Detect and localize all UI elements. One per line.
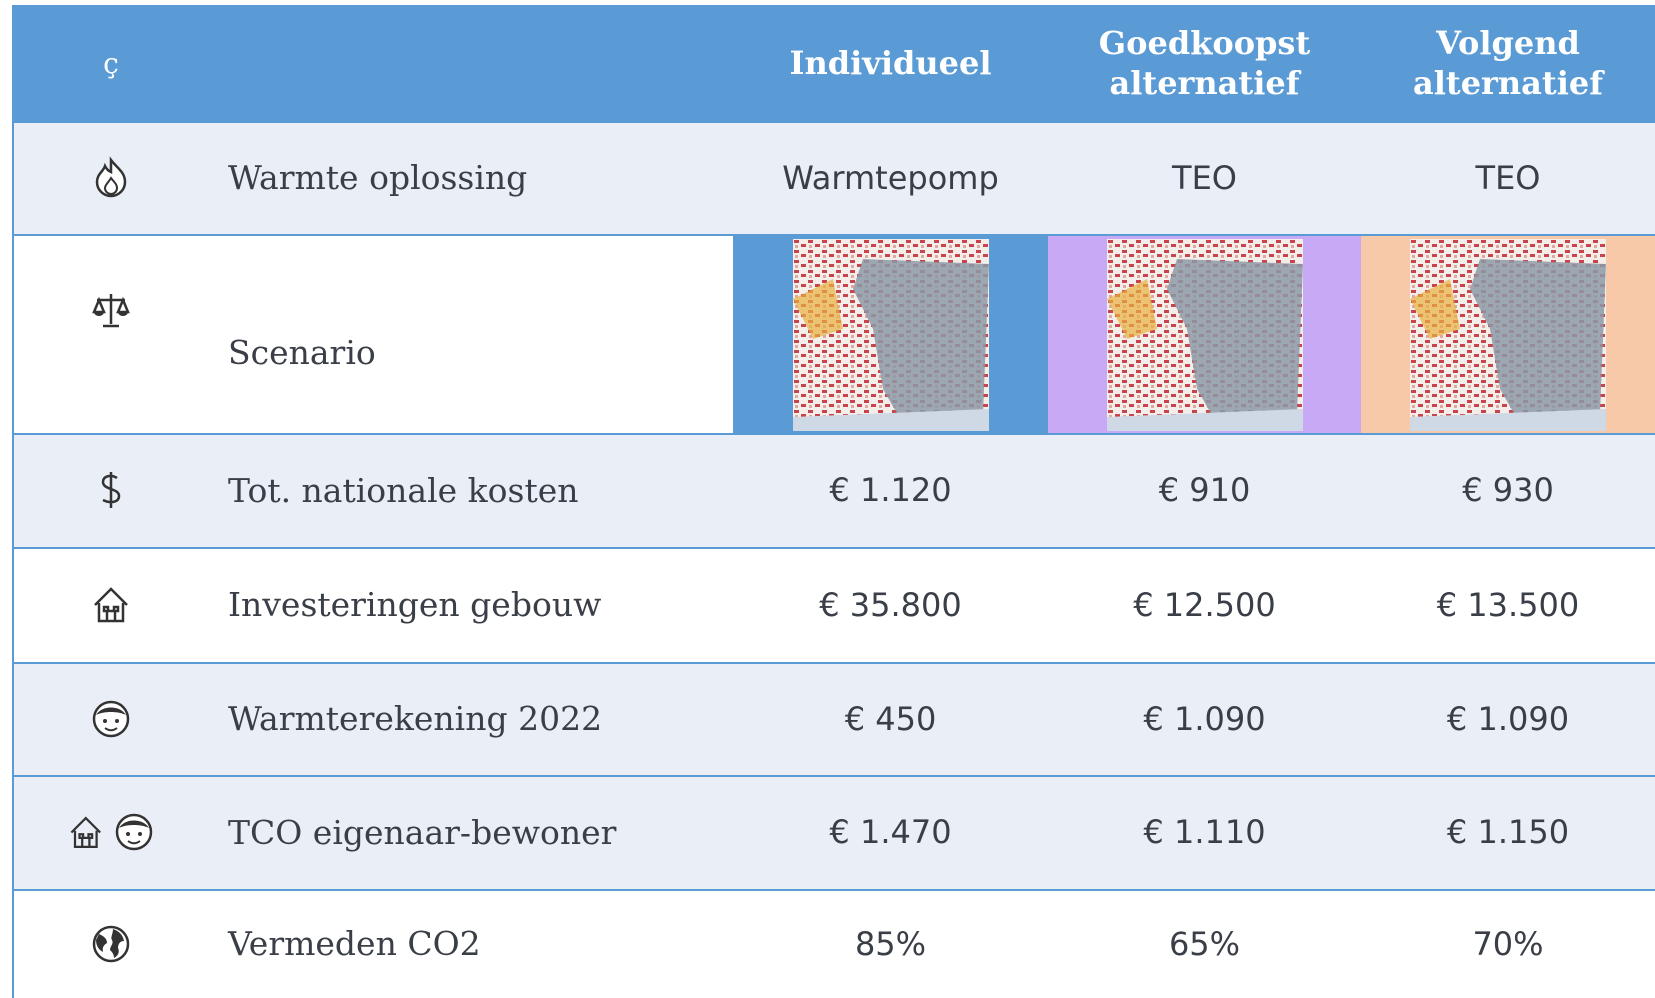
row-label: Warmte oplossing <box>228 121 527 234</box>
row-label: TCO eigenaar-bewoner <box>228 775 616 889</box>
column-header: Volgend alternatief <box>1381 5 1635 121</box>
row-icon <box>66 810 158 859</box>
scenario-map <box>733 236 1048 433</box>
cell-value: TEO <box>1361 121 1655 234</box>
cell-value: € 1.120 <box>733 433 1048 547</box>
cell-value: € 1.090 <box>1048 662 1361 775</box>
column-header: Individueel <box>753 5 1028 121</box>
comparison-table: ç Individueel Goedkoopst alternatief Volge… <box>0 0 1655 998</box>
cell-value: 70% <box>1361 889 1655 998</box>
cell-value: € 1.470 <box>733 775 1048 889</box>
row-label: Warmterekening 2022 <box>228 662 602 775</box>
cell-value: € 1.090 <box>1361 662 1655 775</box>
header-icon: ç <box>70 5 152 121</box>
cell-value: € 1.110 <box>1048 775 1361 889</box>
scenario-map <box>1048 236 1361 433</box>
cell-value: € 13.500 <box>1361 547 1655 662</box>
cell-value: 85% <box>733 889 1048 998</box>
cell-value: Warmtepomp <box>733 121 1048 234</box>
cell-value: € 35.800 <box>733 547 1048 662</box>
map-image <box>1107 239 1303 431</box>
row-icon <box>89 697 133 746</box>
cell-value: € 450 <box>733 662 1048 775</box>
cell-value: € 910 <box>1048 433 1361 547</box>
row-icon <box>89 922 133 971</box>
cell-value: 65% <box>1048 889 1361 998</box>
cell-value: € 12.500 <box>1048 547 1361 662</box>
column-header: Goedkoopst alternatief <box>1068 5 1341 121</box>
row-icon <box>89 288 133 337</box>
row-label: Investeringen gebouw <box>228 547 601 662</box>
row-label: Tot. nationale kosten <box>228 433 579 547</box>
map-image <box>793 239 989 431</box>
row-label: Vermeden CO2 <box>228 889 481 998</box>
cell-value: € 1.150 <box>1361 775 1655 889</box>
map-image <box>1410 239 1606 431</box>
scenario-map <box>1361 236 1655 433</box>
row-icon <box>89 156 133 205</box>
table-border <box>12 5 14 998</box>
cell-value: TEO <box>1048 121 1361 234</box>
cell-value: € 930 <box>1361 433 1655 547</box>
row-icon <box>89 583 133 632</box>
row-icon <box>89 468 133 517</box>
